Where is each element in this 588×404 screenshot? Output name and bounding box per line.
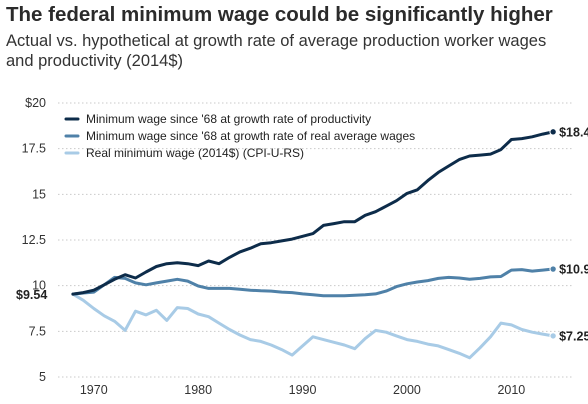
end-point xyxy=(549,332,557,340)
series-line xyxy=(71,130,555,296)
end-value-label: $10.91 xyxy=(559,263,588,277)
chart-subtitle: Actual vs. hypothetical at growth rate o… xyxy=(6,32,547,70)
x-tick-label: 2010 xyxy=(497,383,525,397)
x-axis-ticks: 1970 1980 1990 2000 2010 xyxy=(80,383,525,397)
y-tick-label: $20 xyxy=(25,96,46,110)
y-axis-ticks: 5 7.5 10 12.5 15 17.5 $20 xyxy=(22,96,46,384)
start-value-label: $9.54 xyxy=(16,288,47,302)
y-tick-label: 12.5 xyxy=(22,233,46,247)
x-tick-label: 1980 xyxy=(184,383,212,397)
chart-title: The federal minimum wage could be signif… xyxy=(6,3,553,26)
y-tick-label: 7.5 xyxy=(29,324,46,338)
legend-label: Real minimum wage (2014$) (CPI-U-RS) xyxy=(86,146,304,160)
x-tick-label: 2000 xyxy=(393,383,421,397)
series-lines xyxy=(71,130,555,360)
legend-label: Minimum wage since '68 at growth rate of… xyxy=(86,129,415,143)
x-tick-label: 1990 xyxy=(289,383,317,397)
series-line xyxy=(71,267,555,298)
y-tick-label: 17.5 xyxy=(22,142,46,156)
end-point xyxy=(549,265,557,273)
series-line xyxy=(71,292,555,360)
end-point xyxy=(549,128,557,136)
gridlines xyxy=(58,102,574,378)
y-tick-label: 15 xyxy=(32,187,46,201)
legend-label: Minimum wage since '68 at growth rate of… xyxy=(86,112,371,126)
end-value-label: $7.25 xyxy=(559,329,588,343)
x-tick-label: 1970 xyxy=(80,383,108,397)
y-tick-label: 5 xyxy=(39,370,46,384)
end-value-label: $18.42 xyxy=(559,125,588,139)
y-tick-label: 10 xyxy=(32,279,46,293)
data-labels: $18.42 $10.91 $7.25 $9.54 xyxy=(16,125,588,343)
chart-legend: Minimum wage since '68 at growth rate of… xyxy=(64,112,415,160)
